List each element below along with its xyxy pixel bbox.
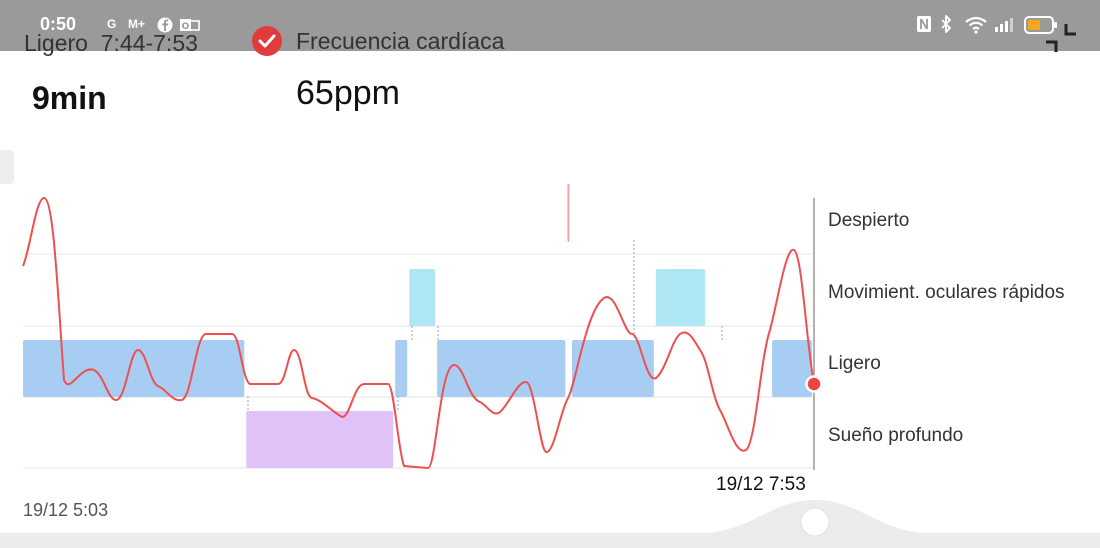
level-label-rem: Movimient. oculares rápidos [828,282,1065,303]
stage-band [567,184,570,242]
level-label-deep: Sueño profundo [828,425,964,446]
stage-label: Ligero 7:44-7:53 [24,30,198,56]
facebook-icon [157,17,173,33]
stage-band [395,340,408,397]
stage-band [772,340,812,397]
stage-band [655,269,705,326]
signal-icon [995,18,1013,32]
movistar-icon: M+ [128,17,146,31]
sleep-stage-bands [23,184,812,468]
check-icon [258,34,276,48]
heart-rate-line [22,196,815,470]
level-label-awake: Despierto [828,210,910,231]
status-time: 0:50 [40,14,77,34]
x-end-label: 19/12 7:53 [716,474,806,495]
stage-band [437,340,566,397]
timeline-scrubber[interactable] [700,490,930,548]
stage-band [23,340,245,397]
heart-rate-toggle[interactable] [252,26,282,56]
collapse-icon[interactable] [1044,22,1078,54]
status-bar: 0:50 G M+ O [0,0,1100,51]
bottom-bar [0,533,1100,548]
heart-rate-path [22,196,815,470]
stage-duration: 9min [32,80,107,116]
bluetooth-icon [941,15,952,33]
nfc-icon [917,16,931,32]
google-icon: G [107,17,117,31]
stage-band [409,269,436,326]
scrubber-knob[interactable] [800,507,830,537]
heart-rate-value: 65ppm [296,74,400,112]
heart-rate-label[interactable]: Frecuencia cardíaca [296,28,505,54]
stage-band [572,340,654,397]
svg-text:O: O [182,22,190,32]
wifi-icon [965,16,987,34]
outlook-icon: O [180,19,200,32]
battery-icon [1024,16,1057,34]
level-label-light: Ligero [828,353,881,374]
left-edge-handle[interactable] [0,150,14,184]
selected-point[interactable] [805,375,823,393]
stage-band [246,411,394,468]
x-start-label: 19/12 5:03 [23,500,109,520]
